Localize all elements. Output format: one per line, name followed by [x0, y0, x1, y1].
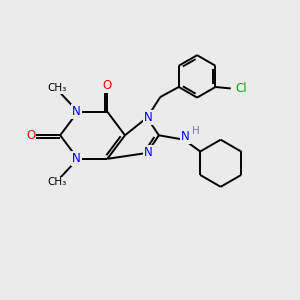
Text: N: N — [181, 130, 190, 143]
Text: H: H — [192, 126, 200, 136]
Text: CH₃: CH₃ — [48, 177, 67, 188]
Text: N: N — [72, 152, 81, 165]
Text: N: N — [144, 146, 153, 159]
Text: O: O — [103, 79, 112, 92]
Text: O: O — [26, 129, 35, 142]
Text: N: N — [72, 105, 81, 118]
Text: CH₃: CH₃ — [48, 83, 67, 93]
Text: N: N — [144, 111, 153, 124]
Text: Cl: Cl — [236, 82, 247, 95]
